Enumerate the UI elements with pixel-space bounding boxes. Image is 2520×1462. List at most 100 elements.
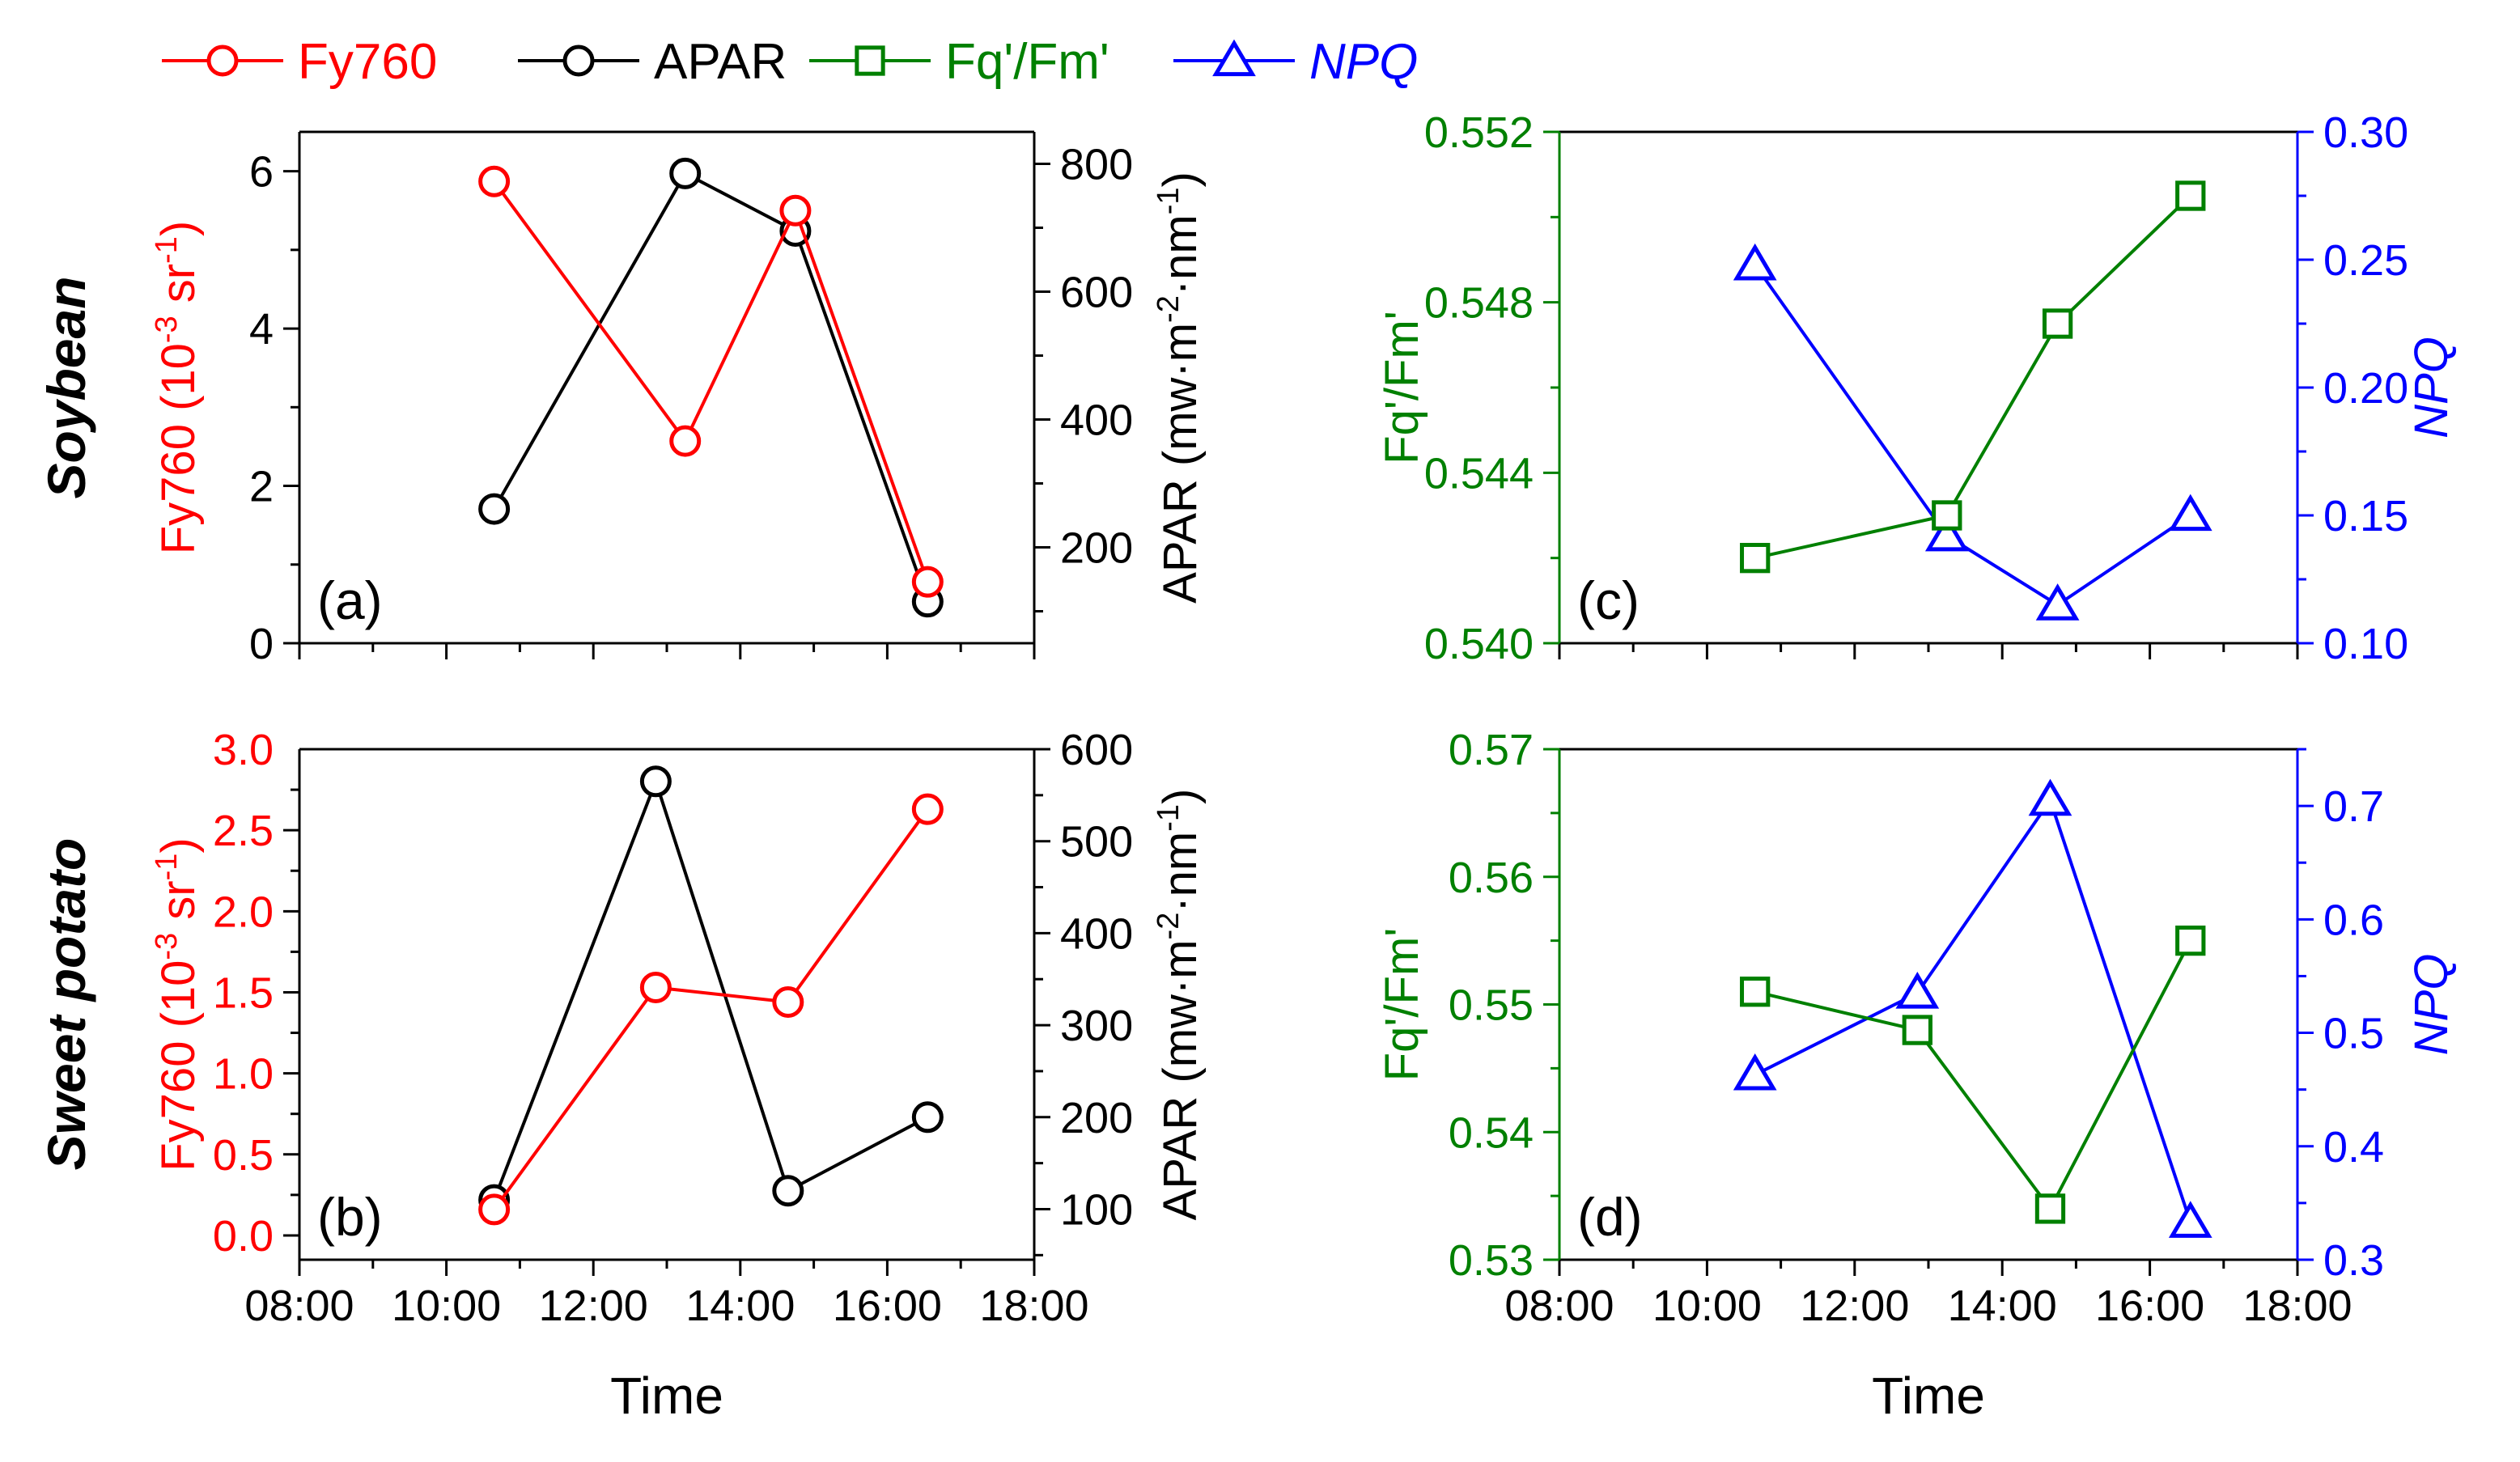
left-tick-label: 2.5 — [213, 807, 274, 855]
row-label-soybean: Soybean — [36, 276, 96, 498]
left-tick-label: 4 — [249, 305, 274, 354]
x-tick-label: 12:00 — [1800, 1282, 1909, 1330]
left-axis-label: Fy760 (10-3 sr-1) — [150, 221, 205, 555]
legend: Fy760 APAR Fq'/Fm' NPQ — [162, 34, 1418, 90]
series-fqfm — [1740, 180, 2206, 574]
data-point — [2168, 494, 2212, 532]
left-tick-label: 0.57 — [1449, 726, 1534, 774]
data-point — [1902, 1015, 1932, 1045]
x-axis-ticks — [1558, 643, 2299, 659]
x-axis-label: Time — [610, 1367, 723, 1425]
legend-label: Fy760 — [298, 34, 437, 90]
left-tick-label: 0 — [249, 620, 274, 668]
data-point — [1924, 514, 1969, 552]
right-axis-label: APAR (mw·m-2·nm-1) — [1152, 172, 1207, 604]
label-text: ) — [1154, 789, 1207, 804]
right-tick-label: 600 — [1060, 269, 1133, 317]
data-point — [2035, 583, 2080, 621]
right-tick-label: 0.4 — [2323, 1123, 2384, 1172]
series-npq — [1733, 243, 2212, 621]
left-axis-ticks: 0.540 0.544 0.548 0.552 — [1424, 108, 1559, 668]
right-tick-label: 500 — [1060, 818, 1133, 867]
x-tick-label: 18:00 — [2242, 1282, 2352, 1330]
data-point — [2168, 1201, 2212, 1238]
series-apar — [478, 765, 944, 1216]
right-tick-label: 0.5 — [2323, 1010, 2384, 1058]
legend-label: NPQ — [1309, 34, 1418, 90]
right-tick-label: 400 — [1060, 909, 1133, 958]
data-point — [478, 493, 511, 525]
series-line — [493, 807, 929, 1211]
right-tick-label: 100 — [1060, 1185, 1133, 1234]
data-point — [772, 985, 804, 1018]
series-line — [493, 180, 930, 583]
legend-item: Fq'/Fm' — [809, 34, 1109, 90]
left-tick-label: 0.5 — [213, 1131, 274, 1180]
left-tick-label: 1.5 — [213, 968, 274, 1017]
label-text: ) — [152, 221, 205, 236]
x-tick-label: 10:00 — [1652, 1282, 1762, 1330]
series-npq — [1733, 778, 2212, 1238]
right-tick-label: 0.25 — [2323, 236, 2408, 285]
data-point — [669, 157, 702, 189]
x-tick-label: 16:00 — [833, 1282, 942, 1330]
right-tick-label: 0.30 — [2323, 108, 2408, 157]
right-tick-label: 200 — [1060, 524, 1133, 573]
left-axis-label: Fq'/Fm' — [1376, 928, 1428, 1082]
x-tick-label: 08:00 — [1504, 1282, 1614, 1330]
right-axis-ticks: 100 200 300 400 500 600 — [1034, 726, 1133, 1256]
right-axis-ticks: 0.10 0.15 0.20 0.25 0.30 — [2297, 108, 2408, 668]
right-tick-label: 300 — [1060, 1002, 1133, 1050]
legend-item: Fy760 — [162, 34, 437, 90]
label-text: Fy760 (10 — [152, 960, 205, 1172]
series-fqfm — [1740, 925, 2206, 1224]
square-marker-icon — [855, 45, 885, 76]
panel-b: 08:00 10:00 12:00 14:00 16:00 18:00 Time 0.0 0.5… — [150, 726, 1207, 1425]
row-label-sweet-potato: Sweet potato — [36, 838, 96, 1171]
left-tick-label: 1.0 — [213, 1050, 274, 1099]
series-line — [1754, 194, 2192, 560]
x-tick-label: 16:00 — [2095, 1282, 2204, 1330]
legend-label: Fq'/Fm' — [945, 34, 1109, 90]
right-tick-label: 400 — [1060, 396, 1133, 445]
right-tick-label: 0.3 — [2323, 1236, 2384, 1285]
data-point — [639, 765, 672, 798]
circle-marker-icon — [562, 44, 595, 77]
x-tick-label: 14:00 — [685, 1282, 795, 1330]
left-axis-ticks: 0.53 0.54 0.55 0.56 0.57 — [1449, 726, 1559, 1285]
data-point — [2042, 308, 2073, 339]
right-axis-label: APAR (mw·m-2·nm-1) — [1152, 789, 1207, 1221]
label-text: APAR (mw·m — [1154, 323, 1207, 604]
x-axis-ticks — [298, 643, 1036, 659]
circle-marker-icon — [206, 44, 239, 77]
triangle-marker-icon — [1212, 39, 1256, 77]
data-point — [772, 1175, 804, 1207]
label-superscript: -1 — [150, 236, 184, 264]
left-tick-label: 0.56 — [1449, 854, 1534, 902]
x-tick-label: 12:00 — [539, 1282, 648, 1330]
right-tick-label: 600 — [1060, 726, 1133, 774]
panel-label: (b) — [317, 1187, 383, 1247]
right-tick-label: 200 — [1060, 1094, 1133, 1142]
left-tick-label: 0.544 — [1424, 449, 1534, 498]
series-line — [1754, 796, 2192, 1223]
label-superscript: -1 — [1152, 804, 1186, 832]
right-tick-label: 800 — [1060, 141, 1133, 189]
data-point — [911, 1101, 944, 1134]
label-superscript: -3 — [150, 316, 184, 343]
label-text: Fq'/Fm' — [1376, 311, 1428, 464]
label-text: ) — [152, 837, 205, 853]
right-tick-label: 0.7 — [2323, 782, 2384, 831]
data-point — [2175, 925, 2206, 956]
right-tick-label: 0.15 — [2323, 492, 2408, 540]
data-point — [669, 425, 702, 457]
panel-c: 0.540 0.544 0.548 0.552 0.10 0.15 0.20 0.25 0.30… — [1376, 108, 2458, 668]
left-tick-label: 0.540 — [1424, 620, 1534, 668]
x-axis-ticks: 08:00 10:00 12:00 14:00 16:00 18:00 — [244, 1260, 1089, 1330]
panel-d: 08:00 10:00 12:00 14:00 16:00 18:00Time0.530.… — [1376, 726, 2458, 1425]
panel-label: (c) — [1577, 570, 1640, 630]
data-point — [779, 194, 812, 227]
